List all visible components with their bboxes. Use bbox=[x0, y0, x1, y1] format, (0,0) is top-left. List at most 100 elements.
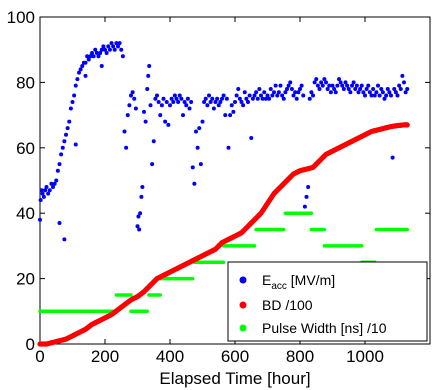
eacc-point bbox=[155, 93, 159, 98]
eacc-point bbox=[132, 96, 137, 101]
eacc-point bbox=[194, 129, 198, 134]
eacc-point bbox=[233, 100, 237, 105]
x-tick-label: 600 bbox=[221, 347, 249, 366]
y-tick-label: 100 bbox=[7, 8, 35, 27]
eacc-point bbox=[179, 96, 184, 101]
eacc-point bbox=[281, 96, 286, 101]
eacc-point bbox=[138, 211, 143, 216]
eacc-point bbox=[177, 93, 182, 98]
x-axis-label: Elapsed Time [hour] bbox=[159, 369, 310, 388]
eacc-point bbox=[376, 83, 380, 88]
eacc-point bbox=[137, 227, 142, 232]
eacc-point bbox=[41, 194, 46, 199]
eacc-point bbox=[337, 77, 341, 82]
eacc-point bbox=[294, 96, 299, 101]
eacc-point bbox=[181, 113, 185, 118]
eacc-point bbox=[195, 145, 200, 150]
eacc-point bbox=[299, 83, 304, 88]
eacc-point bbox=[226, 145, 231, 150]
eacc-point bbox=[136, 214, 141, 219]
eacc-point bbox=[255, 96, 260, 101]
eacc-point bbox=[94, 50, 99, 55]
x-tick-label: 800 bbox=[286, 347, 314, 366]
eacc-point bbox=[159, 103, 164, 108]
eacc-point bbox=[55, 168, 60, 173]
eacc-point bbox=[267, 96, 272, 101]
eacc-point bbox=[43, 188, 48, 193]
eacc-point bbox=[364, 86, 369, 91]
eacc-point bbox=[124, 145, 129, 150]
eacc-point bbox=[402, 80, 406, 85]
eacc-point bbox=[351, 80, 356, 85]
eacc-point bbox=[315, 83, 320, 88]
eacc-point bbox=[283, 90, 288, 95]
eacc-point bbox=[395, 93, 400, 98]
eacc-point bbox=[109, 41, 114, 46]
x-tick-label: 200 bbox=[91, 347, 119, 366]
eacc-point bbox=[340, 83, 345, 88]
eacc-point bbox=[44, 185, 49, 190]
eacc-point bbox=[371, 86, 376, 91]
legend-label-eacc: Eacc [MV/m] bbox=[262, 272, 335, 292]
eacc-point bbox=[171, 100, 176, 105]
eacc-point bbox=[174, 96, 179, 101]
eacc-point bbox=[182, 100, 187, 105]
eacc-point bbox=[59, 152, 64, 157]
eacc-point bbox=[164, 100, 169, 105]
eacc-point bbox=[374, 90, 379, 95]
eacc-point bbox=[93, 47, 98, 52]
eacc-point bbox=[369, 93, 374, 98]
eacc-point bbox=[246, 100, 250, 105]
eacc-point bbox=[311, 93, 315, 98]
eacc-point bbox=[361, 90, 366, 95]
eacc-point bbox=[112, 47, 117, 52]
eacc-point bbox=[54, 178, 59, 183]
eacc-point bbox=[213, 100, 218, 105]
eacc-point bbox=[117, 41, 122, 46]
eacc-point bbox=[158, 113, 163, 118]
eacc-point bbox=[359, 83, 364, 88]
eacc-point bbox=[98, 50, 103, 55]
eacc-point bbox=[363, 93, 367, 98]
eacc-point bbox=[249, 135, 254, 140]
eacc-point bbox=[99, 47, 104, 52]
eacc-point bbox=[73, 83, 78, 88]
eacc-point bbox=[345, 83, 350, 88]
eacc-point bbox=[242, 90, 247, 95]
eacc-point bbox=[400, 73, 405, 78]
eacc-point bbox=[372, 93, 377, 98]
eacc-point bbox=[62, 237, 67, 242]
eacc-point bbox=[398, 86, 403, 91]
eacc-point bbox=[237, 96, 242, 101]
eacc-point bbox=[119, 47, 124, 52]
eacc-point bbox=[224, 96, 229, 101]
eacc-point bbox=[223, 113, 228, 118]
eacc-point bbox=[51, 185, 55, 190]
eacc-point bbox=[385, 86, 390, 91]
eacc-point bbox=[387, 90, 392, 95]
eacc-point bbox=[215, 96, 220, 101]
eacc-point bbox=[275, 93, 280, 98]
eacc-point bbox=[298, 86, 302, 91]
eacc-point bbox=[272, 90, 276, 95]
eacc-point bbox=[190, 165, 195, 170]
legend-marker-eacc bbox=[239, 276, 247, 284]
eacc-point bbox=[148, 103, 153, 108]
eacc-point bbox=[285, 86, 289, 91]
eacc-point bbox=[389, 93, 393, 98]
eacc-point bbox=[91, 54, 96, 59]
eacc-point bbox=[156, 100, 161, 105]
eacc-point bbox=[52, 181, 57, 186]
eacc-point bbox=[304, 194, 309, 199]
eacc-point bbox=[62, 139, 67, 144]
eacc-point bbox=[150, 162, 155, 167]
eacc-point bbox=[40, 191, 45, 196]
eacc-point bbox=[60, 145, 65, 150]
legend-marker-bd bbox=[239, 301, 247, 309]
eacc-point bbox=[168, 103, 172, 108]
eacc-point bbox=[244, 96, 249, 101]
eacc-point bbox=[234, 93, 239, 98]
eacc-point bbox=[83, 73, 88, 78]
eacc-point bbox=[207, 93, 211, 98]
